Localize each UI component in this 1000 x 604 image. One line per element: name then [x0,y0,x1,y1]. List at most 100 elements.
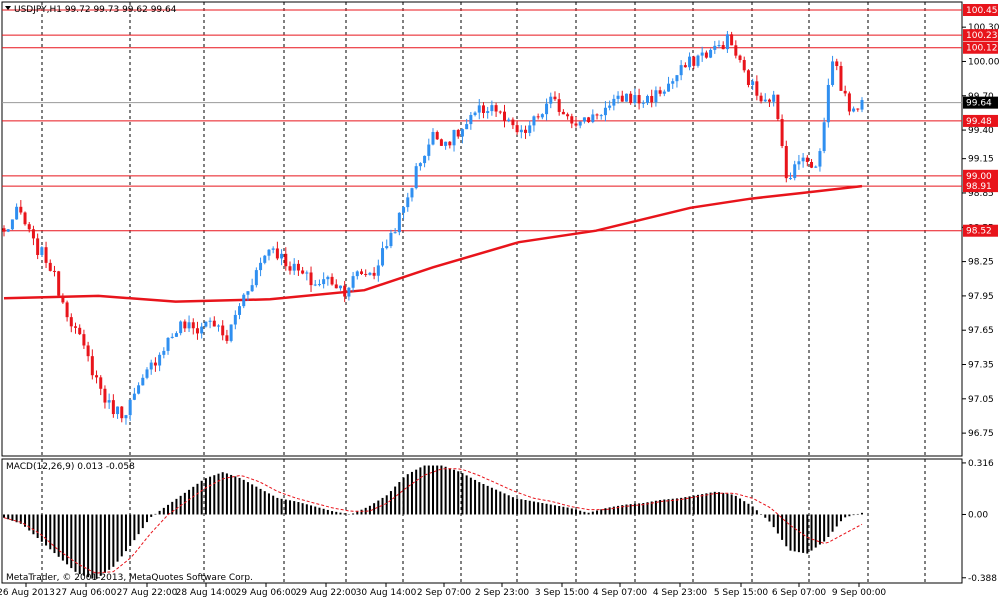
x-tick-label: 30 Aug 14:00 [356,588,417,598]
candle-body [229,324,233,341]
candle-body [301,270,305,274]
candle-body [74,326,77,328]
candle-body [368,272,372,275]
candle-body [515,125,519,133]
horizontal-levels[interactable] [2,9,962,232]
candle-body [338,285,342,289]
candle-body [435,132,439,140]
candle-body [111,400,115,415]
candle-body [667,83,671,92]
candle-body [805,157,809,163]
candle-body [128,399,132,416]
candle-body [519,129,523,133]
candle-body [27,224,31,230]
candle-body [296,263,300,271]
candle-body [233,314,237,325]
candle-body [561,111,565,115]
candle-body [141,377,145,386]
candle-body [814,166,818,168]
y-tick-label: 97.05 [968,395,994,405]
candle-body [393,232,397,234]
candle-body [692,56,696,66]
level-label-box [963,180,998,193]
candle-body [439,139,443,146]
candle-body [317,284,321,286]
candle-body [423,155,427,164]
candle-body [402,207,406,213]
level-label: 98.91 [966,182,992,192]
candle-body [343,285,347,297]
candle-body [679,65,683,76]
candle-body [608,105,612,108]
candle-body [633,95,637,104]
candle-body [95,375,99,378]
candle-body [650,95,654,103]
candle-body [410,188,414,198]
candle-body [103,388,107,403]
y-tick-label: 0.00 [968,510,988,520]
chevron-down-icon[interactable] [5,6,11,10]
candle-body [414,166,418,189]
level-label-box [963,169,998,182]
candle-body [507,119,511,122]
candle-body [452,129,456,146]
candle-body [797,161,801,165]
candle-body [595,114,599,116]
candle-body [427,144,431,156]
candle-body [612,98,616,106]
candle-body [578,121,582,126]
candle-body [780,119,784,146]
candles [2,30,864,425]
candle-body [284,253,288,267]
candle-body [242,294,246,307]
x-tick-label: 29 Aug 22:00 [296,588,357,598]
candle-body [99,377,103,389]
candle-body [267,249,271,256]
level-label-box [963,114,998,127]
candle-body [473,112,477,116]
candle-body [212,320,216,327]
x-tick-label: 29 Aug 06:00 [236,588,297,598]
candle-body [355,271,359,277]
candle-body [822,122,826,152]
candle-body [170,336,174,338]
symbol-title: USDJPY,H1 99.72 99.73 99.62 99.64 [14,5,177,15]
candle-body [725,34,729,50]
candle-body [15,206,19,220]
candle-body [246,291,250,295]
x-tick-label: 4 Sep 07:00 [593,588,648,598]
candle-body [372,272,376,276]
candle-body [238,306,242,315]
candle-body [444,141,448,146]
candle-body [271,248,275,250]
candle-body [137,385,141,394]
candle-body [334,284,338,289]
candle-body [662,91,666,94]
titles: USDJPY,H1 99.72 99.73 99.62 99.64 MACD(1… [5,5,253,583]
level-label: 100.12 [966,44,998,54]
candle-body [381,248,385,266]
candle-body [620,95,624,102]
candle-body [397,212,401,233]
candle-body [763,99,767,102]
macd-title: MACD(12,26,9) 0.013 -0.058 [6,462,135,472]
candle-body [570,116,574,124]
y-tick-label: 98.25 [968,258,994,268]
candle-body [221,325,225,336]
level-label-box [963,224,998,237]
candle-body [179,321,183,334]
candle-body [132,393,136,400]
candle-body [599,115,603,117]
candle-body [646,95,649,103]
x-tick-label: 6 Sep 07:00 [772,588,827,598]
x-tick-label: 26 Aug 2013 [0,588,55,598]
candle-body [191,322,195,329]
candle-body [78,327,82,335]
y-tick-label: 99.40 [968,126,994,136]
candle-body [629,93,633,104]
candle-body [831,61,835,85]
